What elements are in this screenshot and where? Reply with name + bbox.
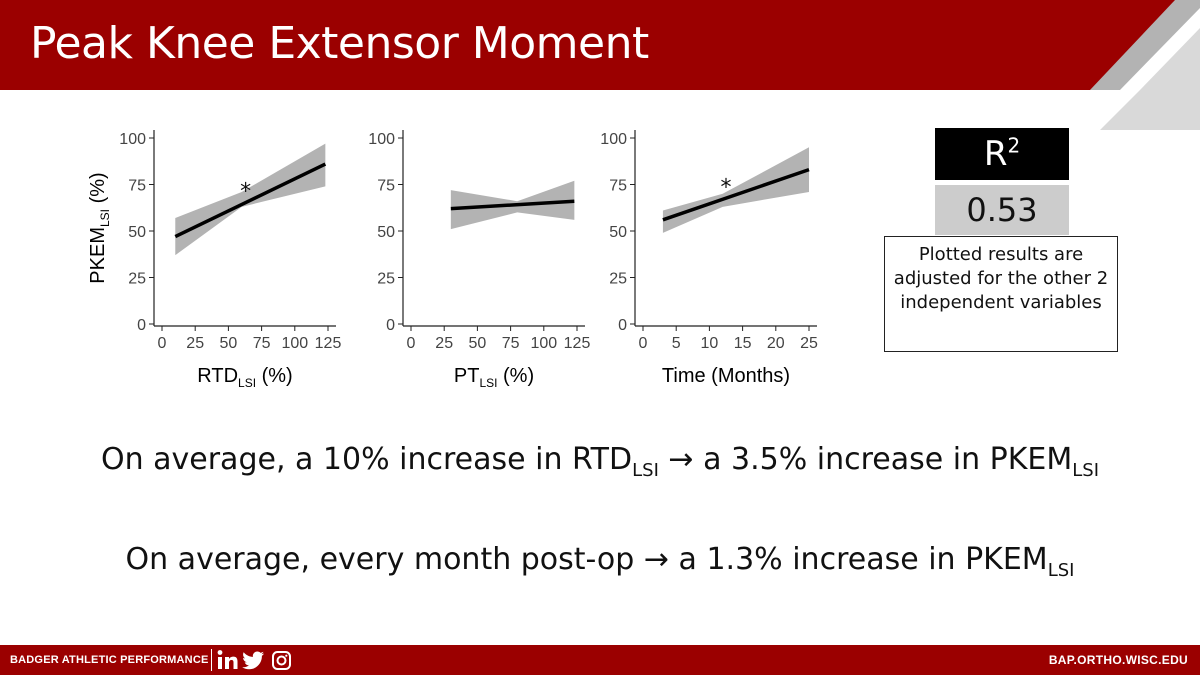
x-tick-label: 125 [564,335,591,352]
regression-line [450,199,575,211]
y-axis-label: PKEMLSI (%) [87,172,112,283]
x-tick-label: 100 [281,335,308,352]
x-tick-label: 25 [186,335,204,352]
x-tick-label: 75 [502,335,520,352]
y-tick-label: 50 [609,224,627,241]
twitter-icon[interactable] [242,651,265,670]
r2-value: 0.53 [935,185,1069,235]
y-tick-label: 25 [377,271,395,288]
x-tick-label: 15 [734,335,752,352]
significance-marker: * [240,179,251,204]
header-bar: Peak Knee Extensor Moment [0,0,1200,90]
figure-background [80,118,820,400]
regression-line [662,167,810,222]
statement-text: On average, a 10% increase in RTD [100,442,633,477]
instagram-icon[interactable] [272,651,291,670]
confidence-band [662,147,809,233]
r2-superscript: 2 [1007,133,1021,158]
chart-panel-1: * 0 25 50 75 100 0 25 50 75 100 125 RTDLSI (%) PKEMLS… [87,130,341,390]
x-tick-label: 25 [800,335,818,352]
y-tick-label: 100 [119,131,146,148]
regression-line [174,162,327,239]
gray-stripe [1100,28,1200,130]
x-tick-label: 0 [639,335,648,352]
y-tick-label: 0 [137,317,146,334]
statement-text: a 3.5% increase in PKEM [693,442,1073,477]
x-tick-label: 50 [469,335,487,352]
x-tick-label: 25 [435,335,453,352]
arrow-icon: → [643,542,670,577]
footer-divider [211,649,212,671]
significance-marker: * [721,176,732,201]
r2-label: R [983,134,1008,174]
y-tick-label: 100 [368,131,395,148]
x-tick-label: 75 [253,335,271,352]
r2-header: R2 [935,128,1069,180]
subscript: LSI [1072,460,1100,481]
y-tick-label: 25 [609,271,627,288]
y-tick-label: 75 [128,178,146,195]
x-tick-label: 100 [530,335,557,352]
y-tick-label: 50 [377,224,395,241]
adjustment-note: Plotted results are adjusted for the oth… [884,236,1118,352]
x-tick-label: 10 [701,335,719,352]
x-tick-label: 50 [220,335,238,352]
y-tick-label: 75 [609,178,627,195]
statement-text: On average, every month post-op [125,542,644,577]
chart-panel-2: 0 25 50 75 100 0 25 50 75 100 125 PTLSI (%) [368,130,590,390]
x-tick-label: 20 [767,335,785,352]
footer-url[interactable]: BAP.ORTHO.WISC.EDU [1048,653,1188,667]
y-tick-label: 100 [600,131,627,148]
corner-decoration [1090,0,1200,130]
y-tick-label: 75 [377,178,395,195]
y-tick-label: 0 [618,317,627,334]
x-tick-label: 0 [158,335,167,352]
page-title: Peak Knee Extensor Moment [30,18,649,69]
y-tick-label: 50 [128,224,146,241]
x-tick-label: 5 [672,335,681,352]
chart-panel-3: * 0 25 50 75 100 0 5 10 15 20 25 Time (Months) [600,130,818,387]
statement-time: On average, every month post-op → a 1.3%… [0,542,1200,580]
footer-bar: BADGER ATHLETIC PERFORMANCE BAP.ORTHO.WI… [0,645,1200,675]
subscript: LSI [1047,560,1075,581]
footer-brand: BADGER ATHLETIC PERFORMANCE [10,654,209,666]
x-axis-label: PTLSI (%) [454,365,534,390]
subscript: LSI [632,460,659,481]
y-tick-label: 0 [386,317,395,334]
x-axis-label: Time (Months) [662,365,790,387]
arrow-icon: → [668,442,694,477]
statement-rtd: On average, a 10% increase in RTDLSI → a… [0,442,1200,480]
statement-text: a 1.3% increase in PKEM [669,542,1048,577]
x-tick-label: 125 [315,335,342,352]
linkedin-icon[interactable] [217,650,238,669]
y-tick-label: 25 [128,271,146,288]
x-tick-label: 0 [407,335,416,352]
x-axis-label: RTDLSI (%) [197,365,292,390]
social-icons [217,650,291,670]
